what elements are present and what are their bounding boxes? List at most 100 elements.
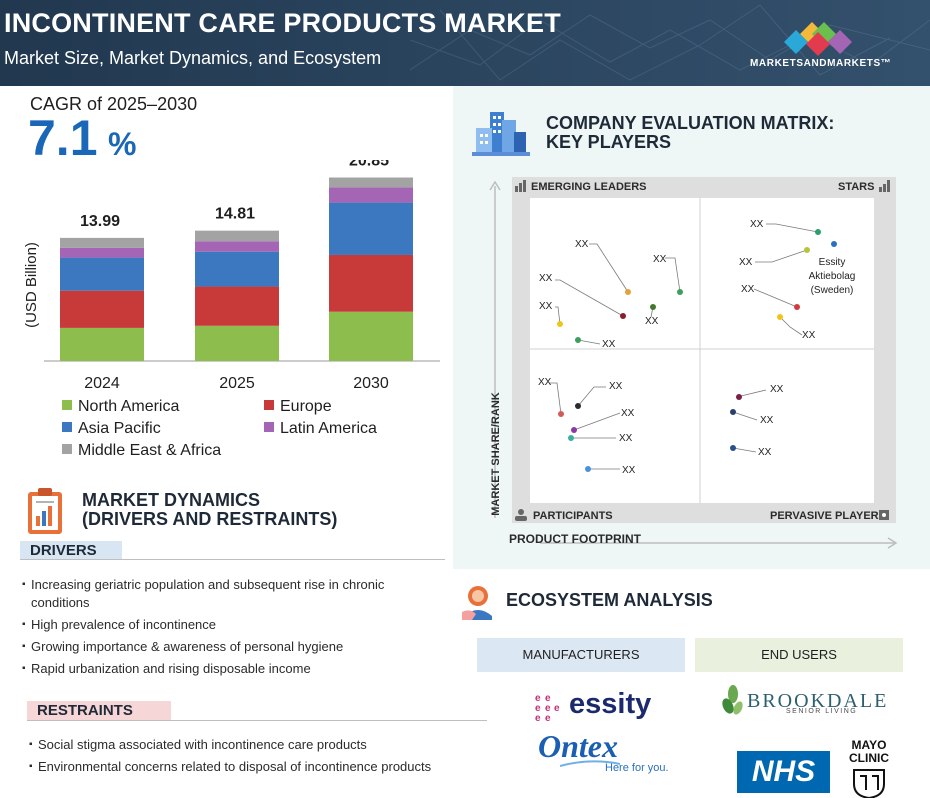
matrix-title-line2: KEY PLAYERS	[546, 132, 672, 152]
matrix-point	[571, 427, 577, 433]
essity-label-line: Essity	[818, 257, 846, 268]
legend-item-north-america: North America	[62, 398, 179, 416]
brand-name: MARKETSANDMARKETS™	[750, 58, 892, 69]
player-label: XX	[621, 408, 635, 419]
player-label: XX	[575, 239, 589, 250]
essity-logo: essity	[569, 688, 652, 720]
y-axis-arrow	[489, 180, 501, 518]
matrix-point	[568, 435, 574, 441]
matrix-point	[625, 289, 631, 295]
brand-logo	[784, 22, 852, 56]
mayo-line: CLINIC	[849, 751, 889, 765]
player-label: XX	[602, 339, 616, 350]
matrix-point	[557, 321, 563, 327]
matrix-point	[575, 403, 581, 409]
bar-segment	[60, 237, 144, 248]
buildings-icon	[472, 112, 530, 156]
legend-swatch	[62, 444, 72, 454]
x-tick-label: 2024	[84, 375, 120, 392]
legend-label: Latin America	[280, 420, 377, 437]
ecosystem-title: ECOSYSTEM ANALYSIS	[506, 590, 713, 610]
matrix-point	[650, 304, 656, 310]
mayo-shield-icon	[853, 769, 885, 798]
legend-label: North America	[78, 398, 180, 415]
bar-total-label: 13.99	[80, 213, 120, 230]
player-label: XX	[619, 433, 633, 444]
bar-segment	[60, 247, 144, 258]
bar-segment	[195, 241, 279, 252]
player-label: XX	[538, 377, 552, 388]
matrix-grid	[530, 198, 874, 503]
matrix-point	[620, 313, 626, 319]
market-size-chart: (USD Billion) 13.99 2024 14.81 2025 20.85 203…	[23, 160, 440, 392]
participants-icon	[515, 509, 527, 521]
driver-item-continued: conditions	[31, 595, 90, 610]
brookdale-subtitle: SENIOR LIVING	[786, 708, 858, 715]
legend-swatch	[264, 422, 274, 432]
bar-segment	[60, 327, 144, 361]
bar-segment	[329, 202, 413, 255]
matrix-point	[804, 247, 810, 253]
cagr-unit: %	[108, 126, 137, 162]
matrix-point	[831, 241, 837, 247]
bar-total-label: 14.81	[215, 206, 255, 223]
svg-text:e: e	[535, 713, 541, 722]
bar-segment	[329, 187, 413, 203]
player-label: XX	[645, 316, 659, 327]
player-label: XX	[622, 465, 636, 476]
restraint-item: Social stigma associated with incontinen…	[29, 736, 367, 754]
legend-label: Europe	[280, 398, 332, 415]
essity-label: Essity Aktiebolag (Sweden)	[800, 256, 864, 298]
player-label: XX	[741, 284, 755, 295]
driver-item: High prevalence of incontinence	[22, 616, 216, 634]
page-title: INCONTINENT CARE PRODUCTS MARKET	[4, 8, 561, 38]
svg-text:e: e	[554, 703, 560, 714]
matrix-point	[585, 466, 591, 472]
manufacturers-tab: MANUFACTURERS	[477, 638, 685, 672]
legend-swatch	[62, 422, 72, 432]
matrix-point	[558, 411, 564, 417]
dynamics-title: MARKET DYNAMICS (DRIVERS AND RESTRAINTS)	[82, 491, 337, 529]
player-label: XX	[739, 257, 753, 268]
matrix-point	[677, 289, 683, 295]
mayo-line: MAYO	[851, 738, 887, 752]
matrix-point	[730, 409, 736, 415]
bar-segment	[329, 177, 413, 188]
stars-icon	[879, 180, 890, 192]
player-label: XX	[609, 381, 623, 392]
brookdale-leaf-icon	[722, 685, 743, 715]
legend-item-europe: Europe	[264, 398, 332, 416]
dynamics-title-line2: (DRIVERS AND RESTRAINTS)	[82, 509, 338, 529]
quadrant-emerging-leaders: EMERGING LEADERS	[531, 181, 647, 193]
bar-segment	[329, 311, 413, 361]
ecosystem-icon	[462, 586, 492, 620]
ontex-tagline: Here for you.	[605, 762, 669, 774]
drivers-divider	[20, 559, 445, 560]
svg-text:e: e	[545, 703, 551, 714]
essity-label-line: Aktiebolag	[808, 271, 856, 282]
player-label: XX	[750, 219, 764, 230]
bar-segment	[60, 257, 144, 291]
player-label: XX	[760, 415, 774, 426]
x-tick-label: 2025	[219, 375, 255, 392]
drivers-heading: DRIVERS	[20, 541, 122, 560]
player-label: XX	[758, 447, 772, 458]
cagr-label: CAGR of 2025–2030	[30, 94, 198, 114]
pervasive-icon	[879, 510, 889, 520]
end-users-tab: END USERS	[695, 638, 903, 672]
x-tick-label: 2030	[353, 375, 389, 392]
page-subtitle: Market Size, Market Dynamics, and Ecosys…	[4, 48, 382, 68]
svg-text:e: e	[545, 713, 551, 722]
bar-segment	[195, 230, 279, 242]
bar-segment	[195, 251, 279, 287]
ontex-logo: Ontex	[538, 728, 618, 764]
legend-item-middle-east-africa: Middle East & Africa	[62, 442, 221, 460]
bar-segment	[329, 254, 413, 312]
driver-item: Rapid urbanization and rising disposable…	[22, 660, 311, 678]
legend-item-asia-pacific: Asia Pacific	[62, 420, 161, 438]
player-label: XX	[539, 273, 553, 284]
legend-swatch	[264, 400, 274, 410]
bar-segment	[195, 325, 279, 361]
